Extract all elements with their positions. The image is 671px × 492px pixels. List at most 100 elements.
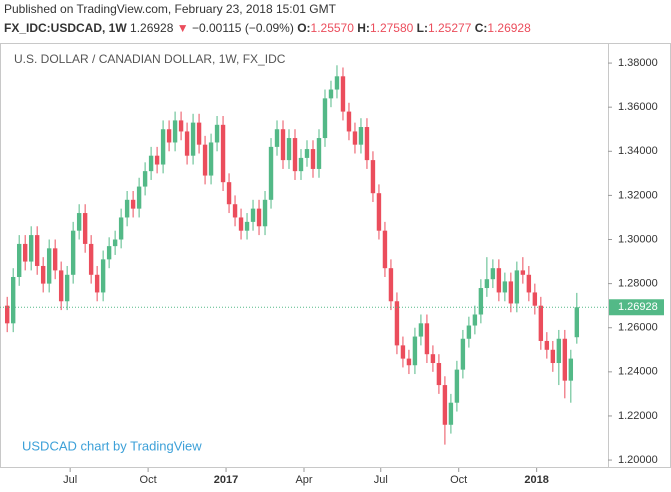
- x-tick-label: Jul: [63, 474, 77, 486]
- candle-body: [508, 281, 514, 304]
- candle-body: [232, 204, 238, 218]
- last-price-box: [609, 299, 664, 316]
- candle-body: [556, 338, 562, 364]
- candle-body: [454, 369, 460, 403]
- candle-body: [10, 277, 16, 324]
- candle-body: [370, 160, 376, 194]
- candle-body: [484, 279, 490, 289]
- c-value: 1.26928: [487, 21, 531, 35]
- candle-body: [82, 213, 88, 244]
- last-price-label: 1.26928: [618, 301, 658, 313]
- quote-line: FX_IDC:USDCAD, 1W 1.26928 ▼ −0.00115 (−0…: [4, 19, 531, 38]
- y-tick-label: 1.32000: [618, 189, 658, 201]
- candle-body: [520, 270, 526, 275]
- candle-body: [292, 138, 298, 172]
- candle-body: [346, 111, 352, 132]
- candle-body: [424, 323, 430, 355]
- candle-body: [268, 146, 274, 200]
- candle-body: [58, 270, 64, 302]
- candle-body: [526, 274, 532, 293]
- candle-body: [16, 243, 22, 278]
- candle-body: [406, 358, 412, 366]
- y-tick-label: 1.38000: [618, 57, 658, 69]
- candle-body: [46, 248, 52, 284]
- o-label: O:: [297, 21, 311, 35]
- candle-body: [388, 268, 394, 302]
- candle-body: [550, 349, 556, 364]
- candle-body: [130, 199, 136, 209]
- candle-body: [52, 248, 58, 271]
- candle-body: [136, 186, 142, 209]
- candle-body: [70, 230, 76, 275]
- candle-body: [328, 89, 334, 99]
- candle-body: [178, 120, 184, 132]
- x-tick-label: Apr: [295, 474, 312, 486]
- candle-body: [334, 76, 340, 90]
- x-tick-label: 2018: [524, 474, 548, 486]
- candle-body: [64, 274, 70, 302]
- x-tick-label: Oct: [450, 474, 467, 486]
- candle-body: [490, 268, 496, 280]
- candle-body: [448, 402, 454, 425]
- frame: [0, 43, 671, 468]
- candle-body: [190, 122, 196, 156]
- candle-body: [472, 314, 478, 326]
- candle-body: [430, 354, 436, 364]
- arrow: ▼: [176, 21, 189, 35]
- candle-body: [202, 144, 208, 176]
- published: Published on TradingView.com, February 2…: [4, 2, 336, 16]
- candle-body: [574, 307, 580, 338]
- candle-body: [376, 193, 382, 231]
- candle-body: [538, 305, 544, 341]
- candle-body: [400, 345, 406, 359]
- y-tick-label: 1.22000: [618, 410, 658, 422]
- l-label: L:: [416, 21, 428, 35]
- candle-body: [214, 124, 220, 143]
- candle-body: [496, 268, 502, 293]
- change: −0.00115 (−0.09%): [191, 21, 294, 35]
- h-label: H:: [357, 21, 370, 35]
- candle-body: [94, 274, 100, 293]
- candle-body: [532, 292, 538, 306]
- candle-body: [322, 98, 328, 139]
- o-value: 1.25570: [310, 21, 354, 35]
- candle-body: [478, 288, 484, 315]
- candle-body: [196, 122, 202, 145]
- candle-body: [118, 217, 124, 240]
- candle-body: [262, 199, 268, 227]
- candle-body: [184, 131, 190, 156]
- candle-body: [442, 385, 448, 425]
- h-value: 1.27580: [369, 21, 414, 35]
- annotation: USDCAD chart by TradingView: [22, 438, 202, 453]
- price: 1.26928: [130, 21, 174, 35]
- candle-body: [208, 142, 214, 176]
- header: Published on TradingView.com, February 2…: [4, 0, 531, 38]
- candle-body: [160, 129, 166, 165]
- candle-body: [76, 213, 82, 231]
- candle-body: [28, 235, 34, 262]
- y-tick-label: 1.26000: [618, 322, 658, 334]
- candle-body: [394, 301, 400, 346]
- y-tick-label: 1.24000: [618, 366, 658, 378]
- candle-body: [106, 246, 112, 260]
- candle-body: [124, 199, 130, 218]
- candle-body: [226, 182, 232, 205]
- x-tick-label: Oct: [140, 474, 157, 486]
- candle-body: [340, 76, 346, 112]
- candle-body: [562, 338, 568, 381]
- candle-body: [568, 358, 574, 381]
- candle-body: [436, 363, 442, 386]
- candle-body: [22, 243, 28, 262]
- candle-body: [514, 270, 520, 304]
- symbol: FX_IDC:USDCAD, 1W: [4, 21, 127, 35]
- candle-body: [502, 281, 508, 293]
- candle-body: [304, 149, 310, 158]
- y-tick-label: 1.34000: [618, 145, 658, 157]
- candle-body: [250, 208, 256, 222]
- candle-body: [154, 155, 160, 165]
- candle-body: [142, 171, 148, 187]
- candle-body: [244, 221, 250, 231]
- y-tick-label: 1.30000: [618, 233, 658, 245]
